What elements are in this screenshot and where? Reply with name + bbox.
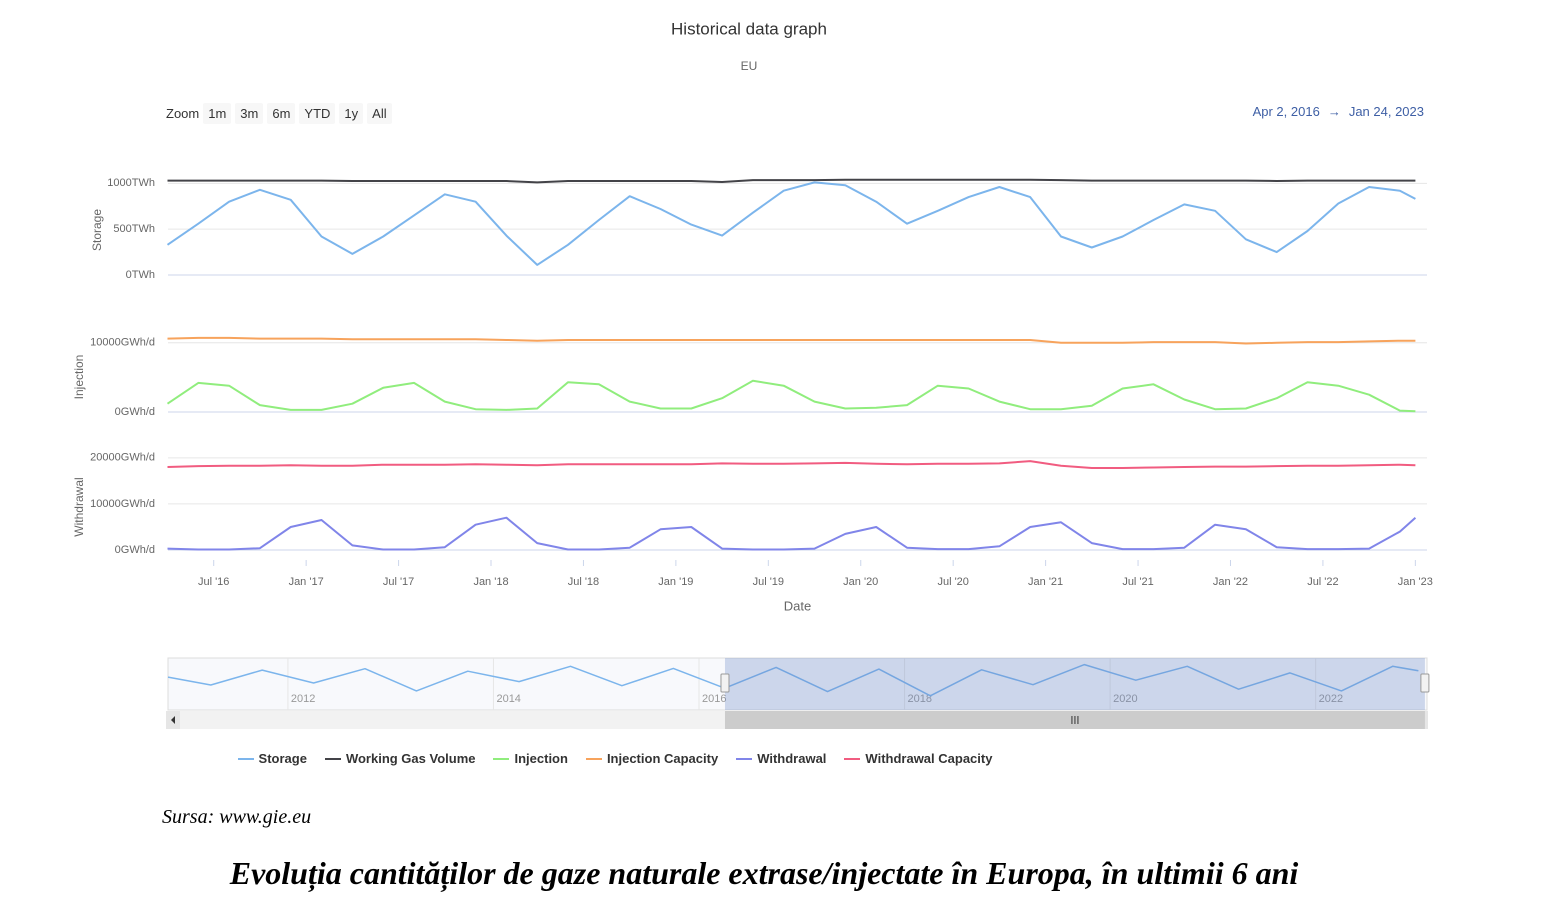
x-tick-label: Jan '20	[843, 576, 878, 588]
x-tick-label: Jan '21	[1028, 576, 1063, 588]
x-tick-label: Jul '18	[568, 576, 599, 588]
x-tick-label: Jul '19	[753, 576, 784, 588]
legend-label: Storage	[258, 751, 307, 766]
x-tick-label: Jul '22	[1307, 576, 1338, 588]
legend-item[interactable]: Withdrawal	[736, 751, 826, 766]
series-line	[166, 379, 1416, 413]
legend-item[interactable]: Injection	[493, 751, 568, 766]
zoom-bar: Zoom 1m 3m 6m YTD 1y All	[166, 103, 392, 124]
navigator-handle[interactable]	[720, 673, 730, 693]
range-to[interactable]: Jan 24, 2023	[1348, 104, 1424, 119]
legend-label: Withdrawal	[757, 751, 827, 766]
x-tick-label: Jan '22	[1213, 576, 1248, 588]
zoom-button[interactable]: 1y	[339, 103, 364, 124]
y-tick-label: 10000GWh/d	[90, 337, 155, 349]
series-line	[167, 663, 1419, 697]
y-axis-title: Injection	[72, 355, 86, 400]
x-axis-title: Date	[784, 598, 811, 613]
x-tick-label: Jan '17	[289, 576, 324, 588]
chart-title: Historical data graph	[671, 19, 827, 38]
legend-label: Withdrawal Capacity	[865, 751, 993, 766]
navigator-background	[167, 657, 1428, 711]
y-axis-title: Withdrawal	[72, 477, 86, 536]
navigator-tick-label: 2022	[1319, 693, 1343, 705]
navigator-tick-label: 2014	[496, 693, 520, 705]
legend-swatch	[736, 757, 753, 760]
y-tick-label: 500TWh	[113, 223, 155, 235]
legend-item[interactable]: Withdrawal Capacity	[844, 751, 992, 766]
scrollbar-grip	[1071, 716, 1079, 724]
y-tick-label: 0TWh	[126, 269, 155, 281]
y-tick-label: 1000TWh	[107, 177, 155, 189]
navigator-handle[interactable]	[1420, 673, 1430, 693]
x-tick-label: Jul '16	[198, 576, 229, 588]
legend-swatch	[585, 757, 602, 760]
x-tick-label: Jan '19	[658, 576, 693, 588]
legend-label: Injection Capacity	[606, 751, 719, 766]
legend-item[interactable]: Injection Capacity	[585, 751, 719, 766]
zoom-button[interactable]: YTD	[299, 103, 336, 124]
navigator-tick-label: 2012	[291, 693, 315, 705]
y-tick-label: 20000GWh/d	[90, 452, 155, 464]
zoom-label: Zoom	[166, 106, 200, 121]
series-line	[167, 516, 1417, 551]
navigator-tick-label: 2016	[702, 693, 726, 705]
y-tick-label: 0GWh/d	[115, 544, 155, 556]
y-tick-label: 0GWh/d	[115, 406, 155, 418]
legend-swatch	[844, 757, 861, 760]
navigator-tick-label: 2018	[908, 693, 932, 705]
navigator-frame	[167, 657, 1428, 711]
x-tick-label: Jul '17	[383, 576, 414, 588]
legend: Storage Working Gas Volume Injection Inject…	[0, 751, 1230, 766]
zoom-button[interactable]: 1m	[203, 103, 232, 124]
navigator-tick-label: 2020	[1113, 693, 1137, 705]
legend-label: Working Gas Volume	[345, 751, 476, 766]
zoom-button[interactable]: 6m	[267, 103, 296, 124]
legend-item[interactable]: Working Gas Volume	[324, 751, 476, 766]
navigator-selection	[724, 658, 1425, 710]
date-range: Apr 2, 2016 → Jan 24, 2023	[1253, 104, 1424, 119]
legend-swatch	[237, 757, 254, 760]
scrollbar-left-arrow	[171, 716, 175, 724]
caption: Evoluția cantităților de gaze naturale e…	[229, 855, 1299, 891]
zoom-button[interactable]: 3m	[235, 103, 264, 124]
x-tick-label: Jul '20	[937, 576, 968, 588]
source-note: Sursa: www.gie.eu	[162, 806, 312, 828]
legend-swatch	[324, 757, 341, 760]
legend-swatch	[493, 757, 510, 760]
series-line	[167, 336, 1416, 345]
zoom-button[interactable]: All	[367, 103, 392, 124]
y-axis-title: Storage	[90, 209, 104, 251]
y-tick-label: 10000GWh/d	[90, 498, 155, 510]
x-tick-label: Jan '23	[1398, 576, 1433, 588]
series-line	[166, 181, 1416, 266]
series-line	[167, 178, 1416, 184]
legend-label: Injection	[514, 751, 568, 766]
legend-item[interactable]: Storage	[237, 751, 307, 766]
series-line	[167, 460, 1416, 469]
range-from[interactable]: Apr 2, 2016	[1252, 104, 1320, 119]
range-arrow: →	[1327, 104, 1341, 119]
x-tick-label: Jan '18	[473, 576, 508, 588]
chart-subtitle: EU	[741, 59, 758, 73]
x-tick-label: Jul '21	[1122, 576, 1153, 588]
